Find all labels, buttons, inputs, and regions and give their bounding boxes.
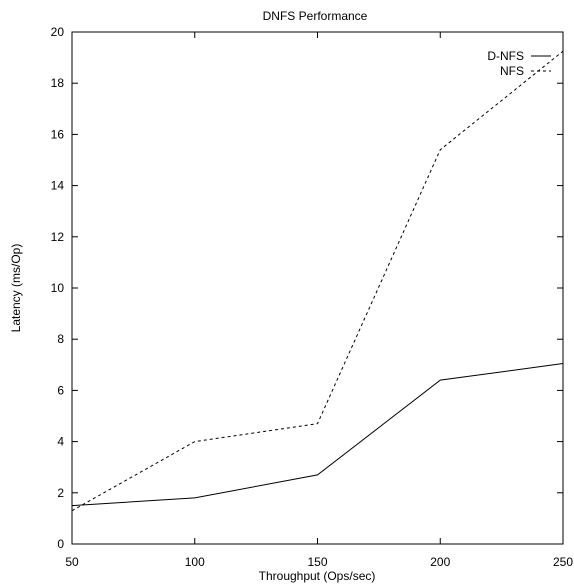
y-tick-label: 12 xyxy=(51,230,65,244)
legend-label: NFS xyxy=(500,64,524,78)
x-tick-label: 200 xyxy=(430,555,450,569)
x-tick-label: 150 xyxy=(307,555,327,569)
series-line-nfs xyxy=(71,50,564,512)
x-tick-label: 250 xyxy=(553,555,573,569)
y-tick-label: 14 xyxy=(51,179,65,193)
y-tick-label: 18 xyxy=(51,76,65,90)
y-tick-label: 6 xyxy=(57,383,64,397)
chart-title: DNFS Performance xyxy=(263,9,368,23)
x-tick-label: 50 xyxy=(65,555,79,569)
y-tick-label: 8 xyxy=(57,332,64,346)
axis-ticks: 50 100 150 200 250 0 2 4 6 8 10 12 14 16 18 20 xyxy=(51,25,574,569)
x-axis-label: Throughput (Ops/sec) xyxy=(259,569,376,583)
legend-label: D-NFS xyxy=(487,49,524,63)
y-tick-label: 0 xyxy=(57,537,64,551)
y-tick-label: 16 xyxy=(51,127,65,141)
y-tick-label: 10 xyxy=(51,281,65,295)
x-tick-label: 100 xyxy=(185,555,205,569)
plot-frame xyxy=(71,31,564,545)
y-tick-label: 20 xyxy=(51,25,65,39)
y-tick-label: 2 xyxy=(57,486,64,500)
y-axis-label: Latency (ms/Op) xyxy=(9,244,23,333)
y-tick-label: 4 xyxy=(57,435,64,449)
series-line-d-nfs xyxy=(71,363,564,507)
series-group xyxy=(71,50,564,512)
